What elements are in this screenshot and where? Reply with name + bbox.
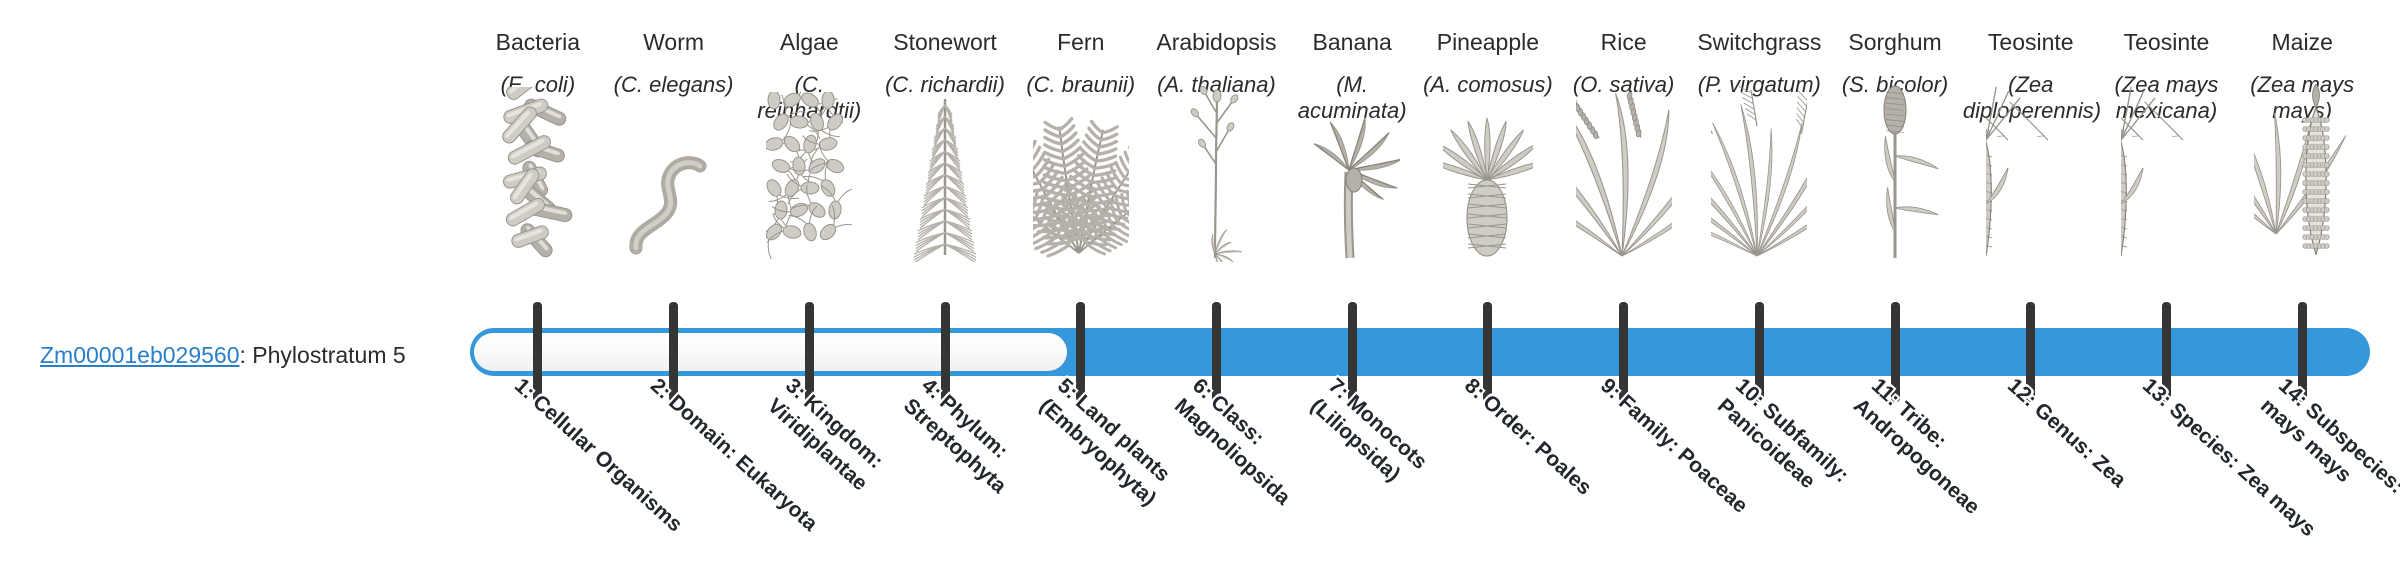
stratum-tick[interactable] (1076, 302, 1086, 402)
species-column: Switchgrass (P. virgatum) (1691, 28, 1827, 313)
stratum-name: Kingdom: Viridiplantae (763, 390, 888, 496)
species-common-name: Teosinte (2123, 29, 2210, 55)
stratum-name: Cellular Organisms (528, 390, 687, 537)
species-column: Teosinte (Zea mays mexicana) (2099, 28, 2235, 313)
species-column: Pineapple (A. comosus) (1420, 28, 1556, 313)
species-common-name: Banana (1312, 29, 1392, 55)
species-scientific-name: (M. acuminata) (1297, 72, 1407, 124)
species-columns: Bacteria (E. coli) Worm (C. elegans) Algae (C… (470, 28, 2370, 313)
species-scientific-name: (C. elegans) (613, 72, 734, 97)
switchgrass-plant-icon (1691, 86, 1827, 262)
species-common-name: Rice (1600, 29, 1647, 55)
species-scientific-name: (A. comosus) (1423, 72, 1553, 97)
stratum-tick[interactable] (2026, 302, 2036, 402)
species-column: Arabidopsis (A. thaliana) (1149, 28, 1285, 313)
species-column: Sorghum (S. bicolor) (1827, 28, 1963, 313)
phylostratum-text: Phylostratum 5 (252, 342, 406, 368)
species-scientific-name: (Zea diploperennis) (1962, 72, 2102, 124)
species-common-name: Switchgrass (1697, 29, 1822, 55)
stratum-name: Monocots (Liliopsida) (1306, 390, 1432, 487)
species-column: Fern (C. braunii) (1013, 28, 1149, 313)
stratum-tick[interactable] (1347, 302, 1357, 402)
species-common-name: Arabidopsis (1156, 29, 1277, 55)
species-common-name: Teosinte (1987, 29, 2074, 55)
stratum-tick[interactable] (669, 302, 679, 402)
species-common-name: Bacteria (495, 29, 581, 55)
pineapple-plant-icon (1420, 117, 1556, 262)
stratum-number: 12: (2002, 374, 2041, 412)
stratum-tick[interactable] (1754, 302, 1764, 402)
nematode-worm-icon (606, 132, 742, 262)
maize-ear-icon (2234, 84, 2370, 262)
species-scientific-name: (Zea mays mexicana) (2114, 72, 2219, 124)
stratum-tick[interactable] (1890, 302, 1900, 402)
bacteria-rods-icon (470, 87, 606, 262)
species-column: Algae (C. reinhardtii) (741, 28, 877, 313)
stratum-tick[interactable] (2161, 302, 2171, 402)
stratum-label: 14: Subspecies: Zea mays mays (2254, 373, 2400, 567)
stratum-tick[interactable] (1483, 302, 1493, 402)
stratum-tick[interactable] (940, 302, 950, 402)
stratum-labels: 1: Cellular Organisms 2: Domain: Eukaryot… (470, 374, 2400, 580)
rice-plant-icon (1556, 91, 1692, 262)
species-common-name: Worm (643, 29, 705, 55)
species-column: Maize (Zea mays mays) (2234, 28, 2370, 313)
stratum-tick[interactable] (533, 302, 543, 402)
teosinte-diploperennis-icon (1963, 86, 2099, 262)
species-common-name: Stonewort (893, 29, 997, 55)
stratum-tick[interactable] (804, 302, 814, 402)
stratum-tick[interactable] (1619, 302, 1629, 402)
stratum-tick[interactable] (2297, 302, 2307, 402)
species-scientific-name: (Zea mays mays) (2250, 72, 2355, 124)
species-common-name: Pineapple (1436, 29, 1540, 55)
species-common-name: Algae (779, 29, 839, 55)
phylostratum-bar[interactable] (470, 302, 2370, 402)
stratum-name: Subfamily: Panicoideae (1713, 394, 1854, 494)
stratum-number: 13: (2138, 374, 2177, 412)
bar-track-empty (474, 333, 1067, 371)
arabidopsis-plant-icon (1149, 86, 1285, 262)
species-scientific-name: (C. braunii) (1026, 72, 1136, 97)
label-separator: : (239, 342, 253, 368)
species-column: Stonewort (C. richardii) (877, 28, 1013, 313)
species-common-name: Maize (2271, 29, 2333, 55)
sorghum-plant-icon (1827, 85, 1963, 262)
species-common-name: Sorghum (1848, 29, 1942, 55)
gene-phylostratum-label: Zm00001eb029560: Phylostratum 5 (40, 342, 440, 370)
species-column: Teosinte (Zea diploperennis) (1962, 28, 2102, 313)
stonewort-alga-icon (877, 99, 1013, 262)
species-column: Worm (C. elegans) (606, 28, 742, 313)
banana-tree-icon (1284, 117, 1420, 262)
stratum-name: Order: Poales (1478, 390, 1596, 500)
species-column: Rice (O. sativa) (1556, 28, 1692, 313)
gene-id-link[interactable]: Zm00001eb029560 (40, 342, 240, 368)
species-scientific-name: (C. richardii) (885, 72, 1005, 97)
stratum-tick[interactable] (1211, 302, 1221, 402)
species-scientific-name: (O. sativa) (1572, 72, 1675, 97)
stratum-name: Genus: Zea (2029, 398, 2131, 492)
species-column: Bacteria (E. coli) (470, 28, 606, 313)
fern-frond-icon (1013, 117, 1149, 262)
teosinte-mexicana-icon (2099, 86, 2235, 262)
species-common-name: Fern (1057, 29, 1105, 55)
algae-cells-icon (741, 92, 877, 262)
species-column: Banana (M. acuminata) (1284, 28, 1420, 313)
